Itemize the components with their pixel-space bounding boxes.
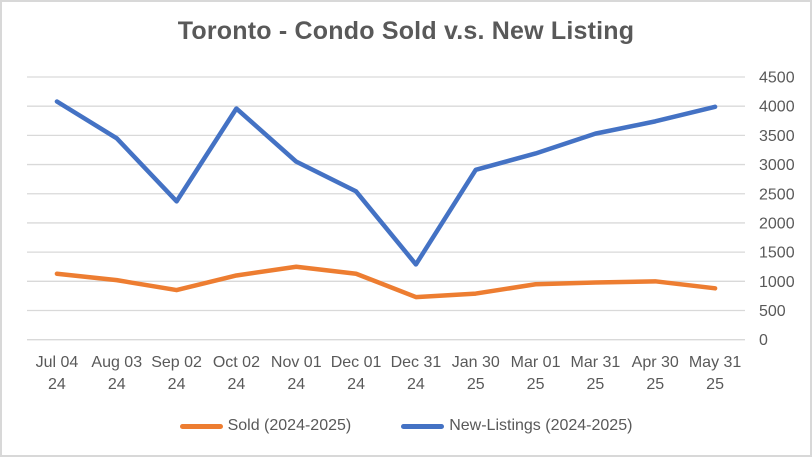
- x-tick-label: Dec 31: [391, 354, 442, 371]
- x-tick-label-year: 24: [287, 376, 305, 393]
- x-tick-label: Oct 02: [213, 354, 260, 371]
- legend-label-sold: Sold (2024-2025): [227, 417, 352, 434]
- x-tick-label-year: 25: [527, 376, 545, 393]
- y-tick-label: 3000: [759, 157, 795, 174]
- legend-marker-new-listings-line-icon: [401, 423, 445, 429]
- x-tick-label-year: 24: [347, 376, 365, 393]
- x-tick-label-year: 25: [587, 376, 605, 393]
- x-tick-label-year: 25: [467, 376, 485, 393]
- x-tick-label: Mar 31: [571, 354, 621, 371]
- legend-item-new-listings: New-Listings (2024-2025): [401, 416, 632, 436]
- x-tick-label-year: 24: [407, 376, 425, 393]
- x-tick-label-year: 24: [228, 376, 246, 393]
- x-tick-label: Jul 04: [36, 354, 79, 371]
- x-tick-label: Apr 30: [632, 354, 679, 371]
- x-tick-label: Mar 01: [511, 354, 561, 371]
- y-tick-label: 1000: [759, 274, 795, 291]
- legend-label-new-listings: New-Listings (2024-2025): [449, 417, 633, 434]
- y-tick-label: 1500: [759, 245, 795, 262]
- series-line-new-listings: [54, 99, 718, 267]
- x-tick-label: Nov 01: [271, 354, 322, 371]
- y-tick-label: 500: [759, 303, 786, 320]
- x-tick-label: Jan 30: [452, 354, 500, 371]
- y-tick-label: 2000: [759, 215, 795, 232]
- chart-title: Toronto - Condo Sold v.s. New Listing: [177, 17, 635, 45]
- x-tick-label-year: 24: [48, 376, 66, 393]
- y-tick-label: 4000: [759, 99, 795, 116]
- y-tick-label: 3500: [759, 128, 795, 145]
- y-tick-label: 0: [759, 332, 768, 349]
- legend-marker-sold-line-icon: [179, 423, 223, 429]
- x-tick-label: Sep 02: [151, 354, 202, 371]
- x-tick-label-year: 25: [646, 376, 664, 393]
- x-tick-label: May 31: [689, 354, 742, 371]
- y-tick-label: 2500: [759, 186, 795, 203]
- y-tick-label: 4500: [759, 70, 795, 87]
- legend: Sold (2024-2025) New-Listings (2024-2025…: [2, 416, 810, 436]
- x-tick-label: Dec 01: [331, 354, 382, 371]
- x-tick-label-year: 24: [108, 376, 126, 393]
- legend-item-sold: Sold (2024-2025): [179, 416, 352, 436]
- series-line-sold: [54, 264, 718, 300]
- x-tick-label-year: 24: [168, 376, 186, 393]
- x-tick-label: Aug 03: [91, 354, 142, 371]
- x-tick-label-year: 25: [706, 376, 724, 393]
